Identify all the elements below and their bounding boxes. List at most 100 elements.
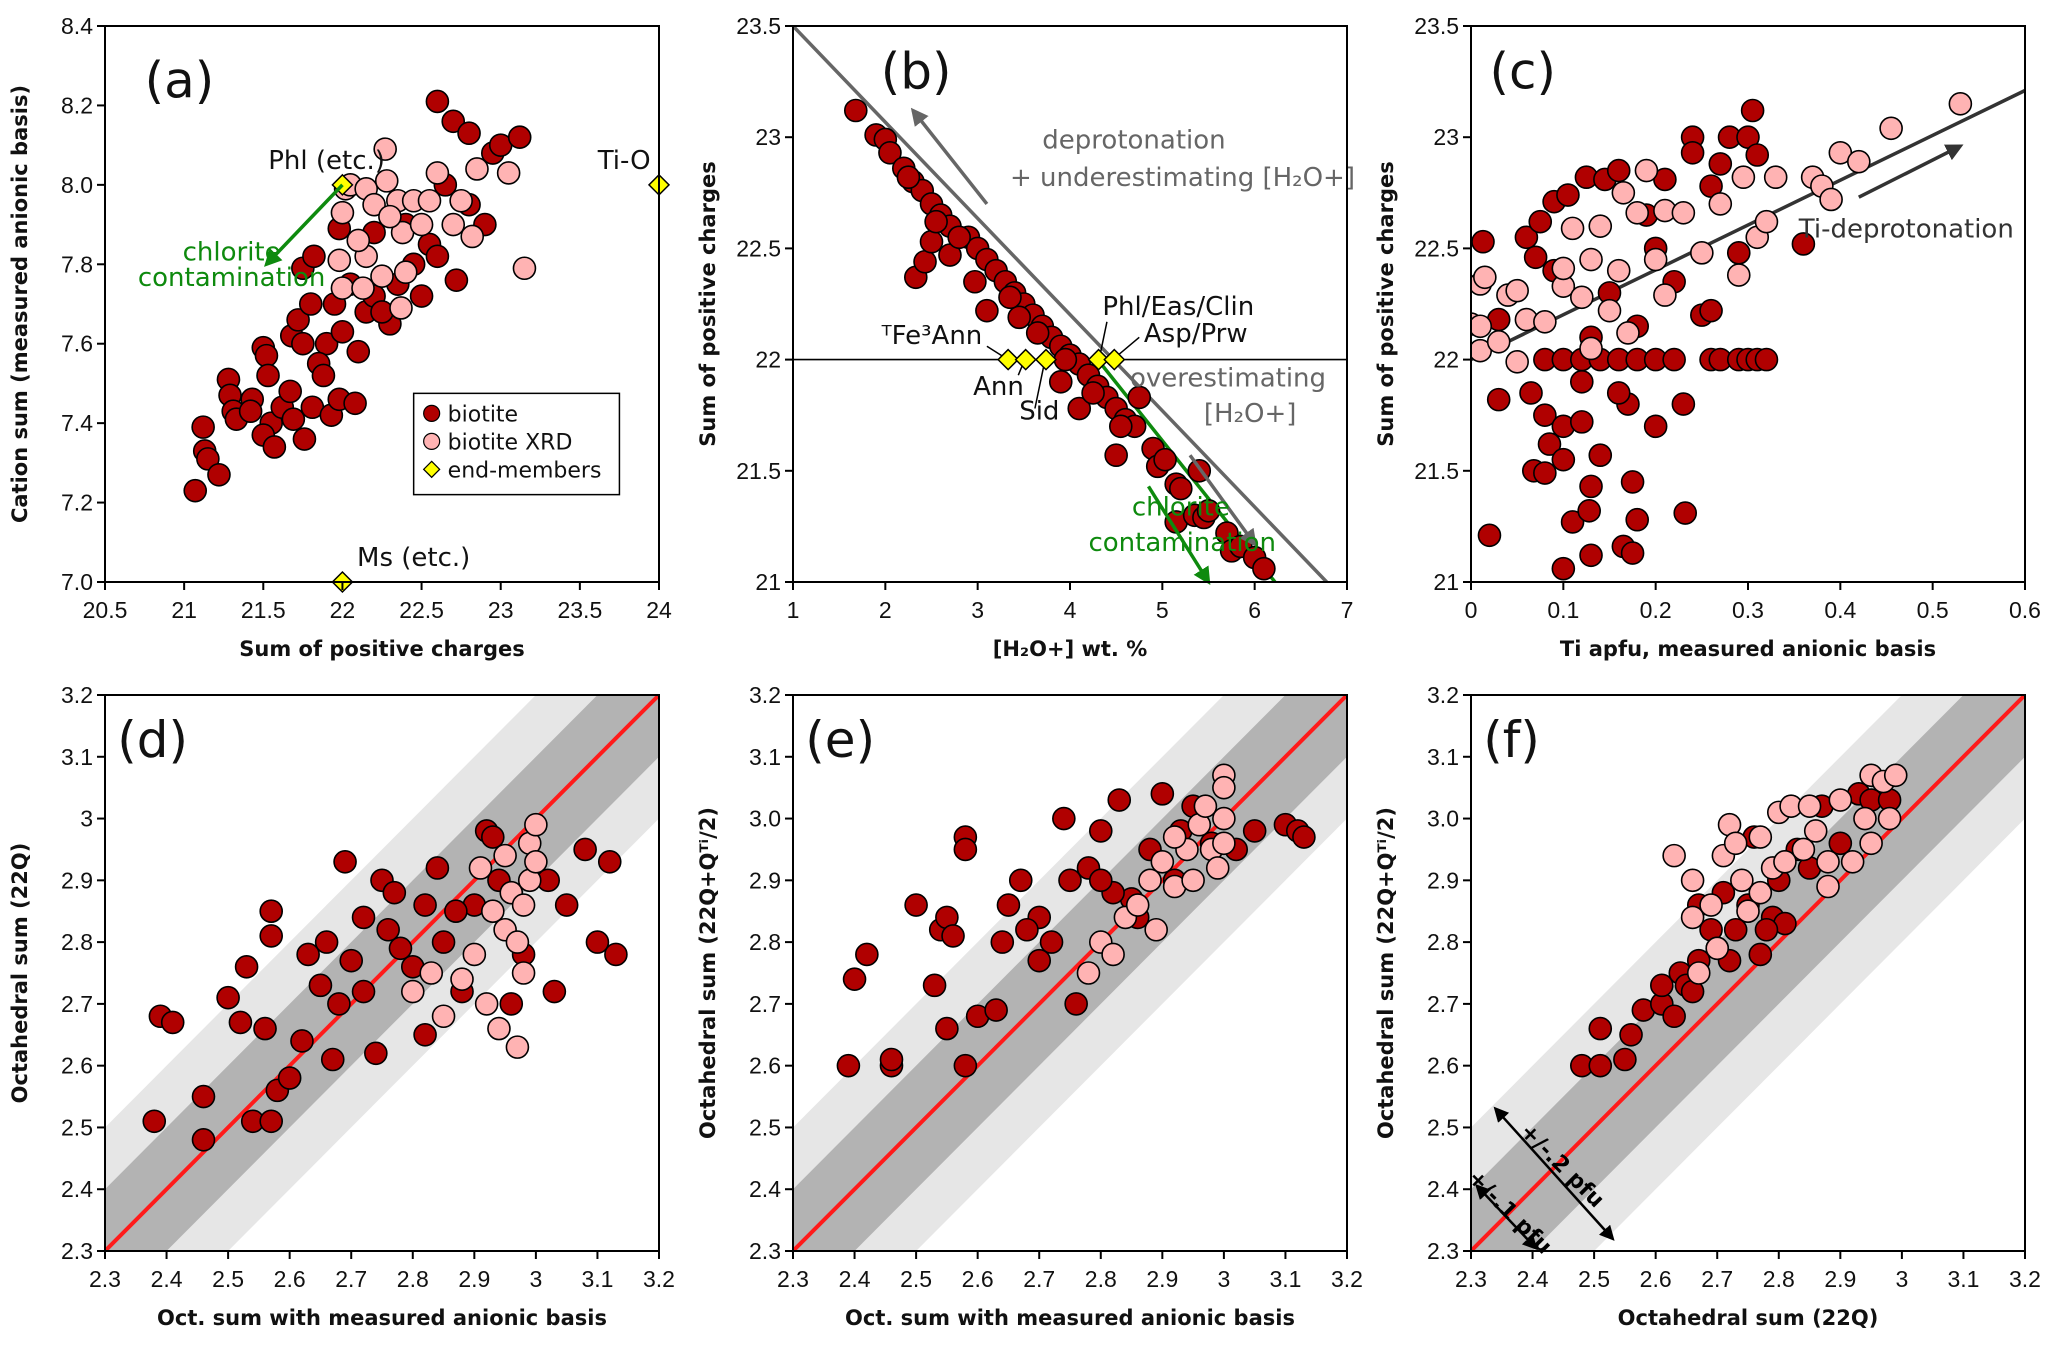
data-point — [1754, 917, 1779, 942]
plot-frame — [792, 694, 1348, 1252]
x-tick-label: 2.8 — [1085, 1266, 1117, 1292]
data-point — [376, 917, 400, 942]
data-point — [505, 930, 530, 954]
data-point — [1519, 381, 1543, 405]
y-tick-label: 3.1 — [749, 744, 781, 770]
data-point — [1754, 209, 1779, 234]
data-point — [1537, 432, 1562, 456]
data-point — [1064, 992, 1088, 1016]
y-tick-label: 2.3 — [749, 1238, 781, 1264]
data-point — [1797, 794, 1822, 819]
data-point — [1533, 461, 1557, 485]
data-point — [259, 1109, 284, 1134]
data-point — [512, 256, 537, 281]
arrow — [910, 107, 989, 206]
y-tick-label: 7.2 — [61, 490, 93, 516]
x-axis-title: Oct. sum with measured anionic basis — [845, 1306, 1295, 1330]
data-point — [234, 955, 259, 979]
data-point — [1101, 942, 1125, 967]
x-tick-label: 3 — [971, 597, 984, 623]
data-point — [1708, 192, 1733, 216]
data-point — [296, 942, 320, 967]
data-point — [998, 285, 1022, 310]
data-point — [919, 229, 944, 254]
data-point — [922, 973, 947, 998]
y-tick-label: 2.9 — [61, 867, 93, 893]
end-member-label: Sid — [1019, 397, 1059, 427]
data-point — [1052, 806, 1076, 831]
data-point — [314, 930, 339, 954]
y-tick-label: 8.2 — [61, 92, 93, 118]
data-point — [290, 1029, 314, 1053]
data-point — [327, 992, 351, 1016]
end-member-label: Ti-O — [597, 146, 651, 176]
series-biotite-xrd — [327, 137, 537, 320]
arrow — [1188, 454, 1257, 548]
data-point — [1551, 447, 1576, 472]
data-point — [1662, 1004, 1686, 1029]
x-tick-label: 3.2 — [643, 1266, 675, 1292]
data-point — [1847, 149, 1871, 174]
data-point — [1181, 868, 1205, 893]
data-point — [1588, 214, 1613, 238]
y-tick-label: 2.6 — [61, 1053, 93, 1079]
data-point — [953, 837, 978, 862]
panel-label: (a) — [145, 51, 215, 109]
legend-box — [412, 392, 621, 496]
data-point — [330, 200, 355, 225]
x-tick-label: 3 — [1895, 1266, 1908, 1292]
x-tick-label: 0.5 — [1917, 597, 1949, 623]
data-point — [1597, 298, 1622, 323]
x-tick-label: 2.3 — [777, 1266, 809, 1292]
x-tick-label: 22.5 — [399, 597, 444, 623]
data-point — [351, 276, 375, 300]
data-point — [277, 1066, 302, 1090]
y-tick-label: 2.4 — [61, 1176, 93, 1202]
series-biotite — [843, 98, 1276, 581]
series-biotite — [142, 819, 628, 1152]
data-point — [1039, 930, 1064, 954]
data-point — [339, 948, 364, 973]
data-point — [207, 462, 231, 487]
data-point — [1153, 447, 1177, 472]
data-point — [278, 379, 302, 404]
data-point — [1579, 336, 1603, 361]
data-point — [431, 1004, 456, 1029]
end-member-label: Phl/Eas/Clin — [1102, 292, 1254, 322]
data-point — [1088, 868, 1113, 893]
panel-a: Phl (etc.) Ti-O Ms (etc.) chloritecontamina… — [8, 13, 672, 661]
y-tick-label: 8.4 — [61, 13, 93, 39]
data-point — [1144, 917, 1168, 942]
data-point — [327, 248, 352, 273]
data-point — [457, 121, 481, 146]
y-tick-label: 22.5 — [736, 235, 781, 261]
panel-label: (e) — [805, 711, 875, 769]
end-member-label: Ms (etc.) — [357, 543, 470, 573]
annotation: overestimating — [1130, 363, 1326, 393]
x-tick-label: 3.2 — [1331, 1266, 1363, 1292]
data-point — [1471, 314, 1493, 339]
y-tick-label: 23 — [755, 124, 781, 150]
data-point — [281, 407, 306, 431]
end-member-label: Asp/Prw — [1144, 319, 1248, 349]
data-point — [1671, 201, 1696, 225]
data-point — [1620, 470, 1645, 494]
data-point — [511, 893, 536, 917]
data-point — [378, 204, 402, 229]
x-tick-label: 2.4 — [1517, 1266, 1549, 1292]
x-tick-label: 2.6 — [274, 1266, 306, 1292]
data-point — [462, 942, 487, 967]
x-tick-label: 2.9 — [1824, 1266, 1856, 1292]
data-point — [1828, 788, 1853, 812]
data-point — [480, 825, 505, 849]
data-point — [1588, 1053, 1613, 1078]
data-point — [419, 961, 444, 985]
data-point — [216, 985, 240, 1010]
y-axis-title: Sum of positive charges — [1374, 161, 1398, 446]
y-tick-label: 3.0 — [1427, 806, 1459, 832]
legend-marker — [422, 460, 441, 479]
data-point — [499, 992, 524, 1016]
data-point — [1471, 229, 1495, 254]
data-point — [1754, 347, 1779, 372]
annotation: chlorite — [1132, 492, 1230, 522]
